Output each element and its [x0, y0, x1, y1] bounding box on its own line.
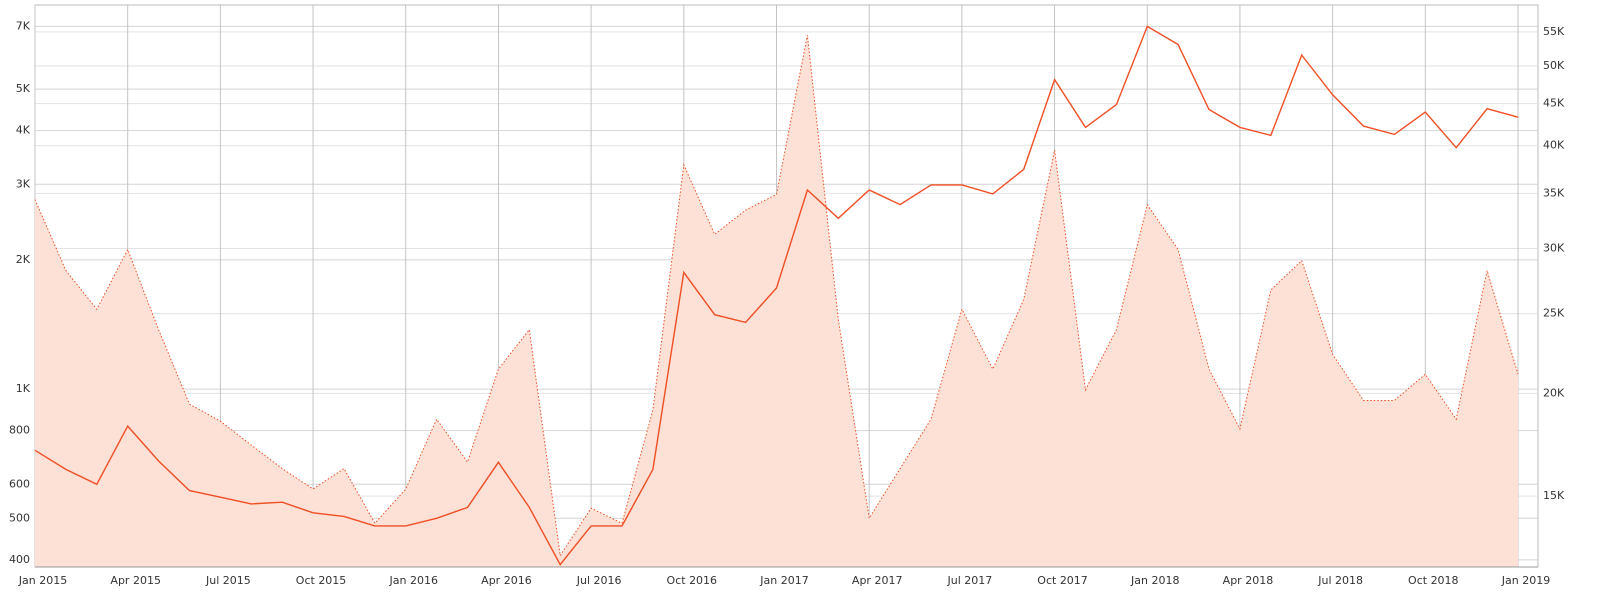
- y2-tick-label: 15K: [1543, 489, 1565, 502]
- x-tick-label: Oct 2018: [1408, 574, 1459, 587]
- line: [34, 25, 1519, 566]
- y-tick-label: 4K: [16, 124, 31, 137]
- y2-tick-label: 50K: [1543, 59, 1565, 72]
- y-tick-label: 800: [9, 424, 30, 437]
- area-fill: [35, 35, 1518, 567]
- x-tick-label: Jan 2018: [1130, 574, 1179, 587]
- x-tick-label: Oct 2017: [1037, 574, 1088, 587]
- x-tick-label: Jan 2017: [759, 574, 808, 587]
- y-tick-label: 600: [9, 477, 30, 490]
- y-tick-label: 2K: [16, 253, 31, 266]
- x-tick-label: Apr 2017: [852, 574, 903, 587]
- x-tick-label: Jan 2019: [1501, 574, 1550, 587]
- area-outline: [34, 35, 1519, 557]
- y-tick-label: 7K: [16, 19, 31, 32]
- x-tick-label: Apr 2016: [481, 574, 532, 587]
- x-tick-label: Jul 2015: [205, 574, 251, 587]
- y2-tick-label: 40K: [1543, 139, 1565, 152]
- x-tick-label: Apr 2015: [110, 574, 161, 587]
- x-tick-label: Jul 2018: [1317, 574, 1363, 587]
- x-tick-label: Jan 2016: [389, 574, 438, 587]
- y-tick-label: 3K: [16, 177, 31, 190]
- y2-tick-label: 35K: [1543, 186, 1565, 199]
- x-tick-label: Jul 2017: [946, 574, 992, 587]
- y2-tick-label: 45K: [1543, 97, 1565, 110]
- x-tick-label: Apr 2018: [1223, 574, 1274, 587]
- y-tick-label: 5K: [16, 82, 31, 95]
- y2-tick-label: 20K: [1543, 386, 1565, 399]
- x-tick-label: Oct 2015: [296, 574, 347, 587]
- y2-tick-label: 55K: [1543, 25, 1565, 38]
- x-tick-label: Jul 2016: [576, 574, 622, 587]
- y-tick-label: 400: [9, 553, 30, 566]
- x-tick-label: Jan 2015: [18, 574, 67, 587]
- y2-tick-label: 30K: [1543, 241, 1565, 254]
- y2-tick-label: 25K: [1543, 307, 1565, 320]
- y-tick-label: 500: [9, 511, 30, 524]
- y-tick-label: 1K: [16, 382, 31, 395]
- x-tick-label: Oct 2016: [667, 574, 718, 587]
